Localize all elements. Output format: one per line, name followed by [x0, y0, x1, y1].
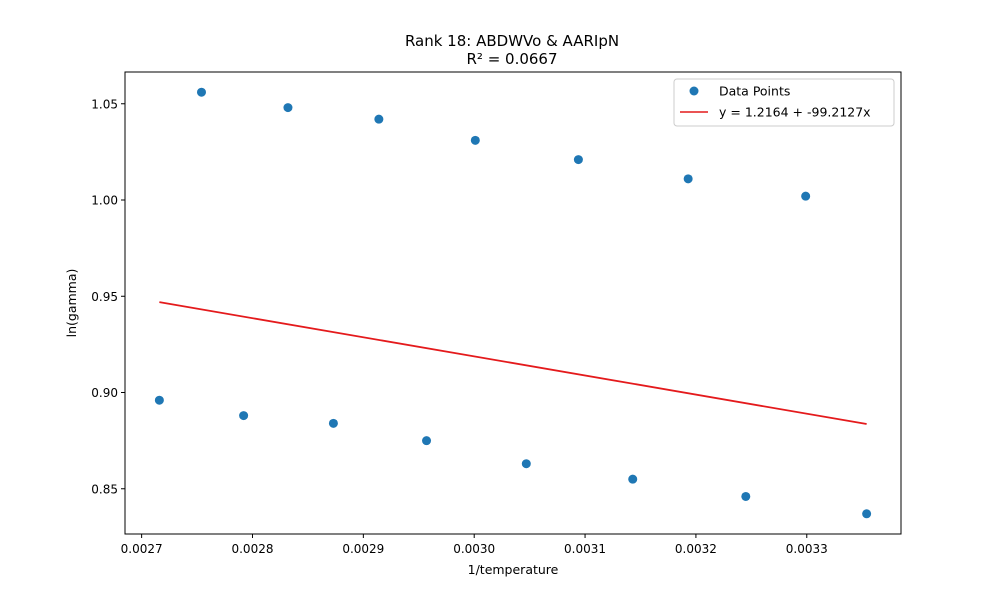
plot-area-frame	[124, 71, 902, 535]
data-point	[283, 103, 293, 113]
chart-subtitle: R² = 0.0667	[466, 50, 557, 68]
x-axis-label: 1/temperature	[468, 562, 559, 577]
data-point	[573, 155, 583, 165]
y-tick-label: 1.05	[91, 97, 118, 111]
x-tick-label: 0.0033	[786, 542, 828, 556]
data-point	[154, 395, 164, 405]
x-tick-label: 0.0029	[342, 542, 384, 556]
legend-label-data-points: Data Points	[719, 84, 790, 99]
data-point	[683, 174, 693, 184]
legend-box	[673, 78, 895, 127]
data-point	[374, 114, 384, 124]
fit-line-layer	[159, 301, 867, 425]
x-tick-label: 0.0027	[121, 542, 163, 556]
legend-marker-data-points	[689, 86, 699, 96]
data-point	[521, 459, 531, 469]
y-tick-label: 0.90	[91, 386, 118, 400]
y-tick-label: 0.85	[91, 482, 118, 496]
legend: Data Points y = 1.2164 + -99.2127x	[673, 78, 895, 127]
x-axis-ticks: 0.0027 0.0028 0.0029 0.0030 0.0031 0.0032 0.00…	[121, 534, 828, 556]
x-tick-label: 0.0031	[564, 542, 606, 556]
legend-label-fit-line: y = 1.2164 + -99.2127x	[719, 105, 871, 120]
x-tick-label: 0.0030	[453, 542, 495, 556]
y-axis-ticks: 0.85 0.90 0.95 1.00 1.05	[91, 97, 125, 496]
y-tick-label: 1.00	[91, 194, 118, 208]
data-point	[628, 474, 638, 484]
regression-line	[159, 301, 867, 425]
y-tick-label: 0.95	[91, 290, 118, 304]
data-point	[239, 411, 249, 421]
y-axis-label: ln(gamma)	[64, 269, 79, 338]
data-point	[862, 509, 872, 519]
data-point	[422, 436, 432, 446]
data-points-layer	[154, 87, 872, 519]
x-tick-label: 0.0028	[231, 542, 273, 556]
x-tick-label: 0.0032	[675, 542, 717, 556]
chart-title: Rank 18: ABDWVo & AARIpN	[405, 32, 619, 50]
data-point	[801, 191, 811, 201]
data-point	[741, 491, 751, 501]
data-point	[328, 418, 338, 428]
data-point	[196, 87, 206, 97]
data-point	[470, 135, 480, 145]
